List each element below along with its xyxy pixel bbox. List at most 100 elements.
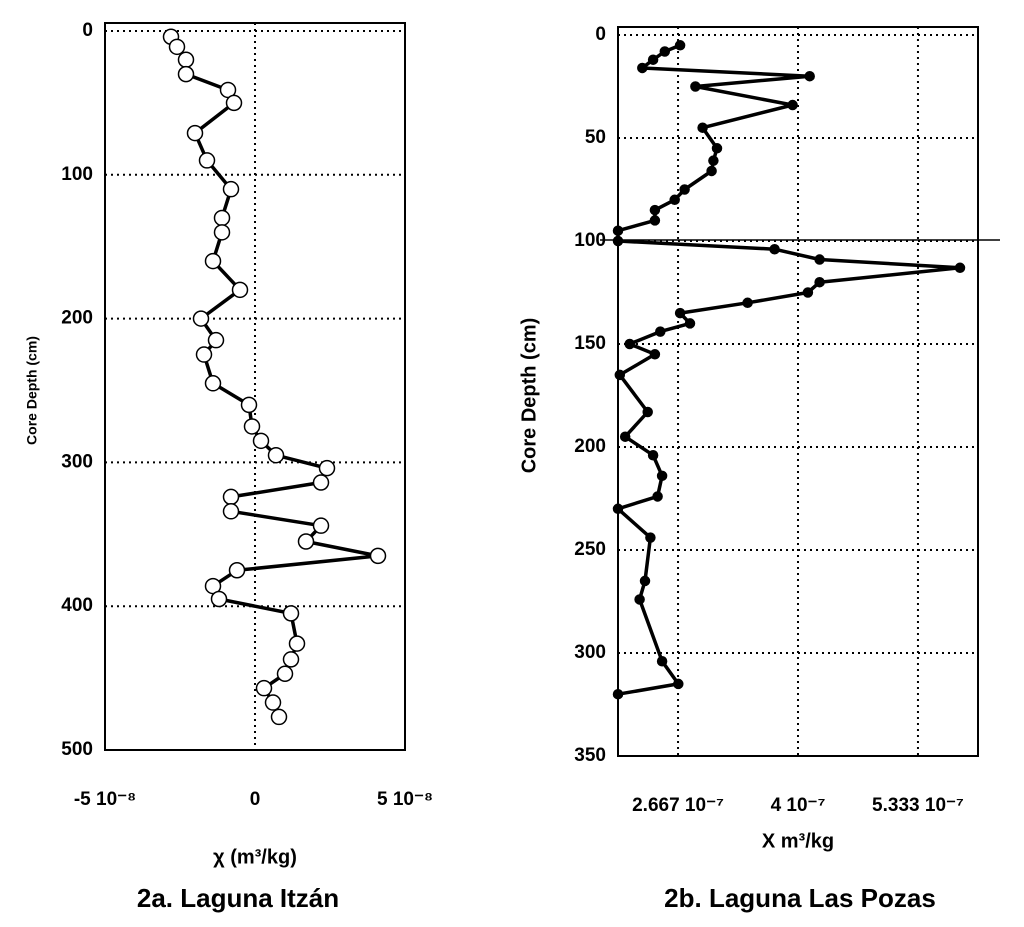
x-tick-label: 4 10⁻⁷ xyxy=(771,795,826,816)
data-point xyxy=(814,254,825,265)
data-point xyxy=(649,204,661,216)
data-point xyxy=(673,678,684,690)
data-point xyxy=(222,488,240,506)
chart-title: 2a. Laguna Itzán xyxy=(137,883,339,913)
data-point xyxy=(369,547,387,565)
data-point xyxy=(198,152,216,169)
data-point xyxy=(297,533,315,550)
data-point xyxy=(312,517,330,534)
data-point xyxy=(649,215,661,226)
data-point xyxy=(647,54,659,65)
y-tick-label: 200 xyxy=(574,436,606,457)
y-tick-label: 300 xyxy=(61,451,93,472)
y-tick-label: 0 xyxy=(595,24,606,45)
data-point xyxy=(614,369,626,381)
x-tick-label: 5 10⁻⁸ xyxy=(377,789,433,810)
data-point xyxy=(612,503,624,515)
data-point xyxy=(642,406,653,418)
data-point xyxy=(177,51,195,69)
data-point xyxy=(612,688,624,700)
data-point xyxy=(240,396,258,414)
data-point xyxy=(624,338,635,350)
data-point xyxy=(612,225,624,236)
y-tick-label: 100 xyxy=(574,230,606,251)
data-point xyxy=(814,276,825,288)
data-point xyxy=(264,694,282,711)
data-point xyxy=(679,184,690,195)
y-tick-label: 200 xyxy=(61,308,93,329)
y-tick-label: 0 xyxy=(82,20,93,41)
y-tick-label: 50 xyxy=(585,127,606,148)
data-point xyxy=(804,70,815,82)
data-point xyxy=(669,194,680,206)
data-point xyxy=(954,262,966,274)
x-tick-label: 2.667 10⁻⁷ xyxy=(632,795,724,816)
data-point xyxy=(228,562,246,579)
x-tick-label: 0 xyxy=(250,789,261,810)
data-line xyxy=(169,35,380,718)
data-point xyxy=(708,155,719,166)
y-tick-label: 150 xyxy=(574,333,606,354)
data-point xyxy=(267,446,285,464)
x-axis-label: χ (m³/kg) xyxy=(213,846,297,868)
data-point xyxy=(619,431,631,442)
data-point xyxy=(243,418,261,435)
data-point xyxy=(192,310,210,327)
data-point xyxy=(655,326,666,337)
data-point xyxy=(637,62,648,74)
data-point xyxy=(195,346,213,363)
x-axis-label: X m³/kg xyxy=(762,830,834,852)
data-point xyxy=(656,470,668,482)
data-point xyxy=(231,281,249,299)
data-line xyxy=(616,43,962,696)
y-tick-label: 400 xyxy=(61,595,93,616)
y-tick-label: 350 xyxy=(574,745,606,766)
data-point xyxy=(282,605,300,622)
data-point xyxy=(282,651,300,668)
data-point xyxy=(649,349,661,360)
data-point xyxy=(255,679,273,697)
data-point xyxy=(225,94,243,112)
data-point xyxy=(213,209,231,227)
y-tick-label: 300 xyxy=(574,642,606,663)
y-axis-label: Core Depth (cm) xyxy=(24,336,40,445)
data-point xyxy=(318,459,336,477)
data-point xyxy=(270,708,288,726)
data-point xyxy=(634,594,645,605)
data-point xyxy=(769,243,780,255)
data-point xyxy=(742,297,753,309)
y-tick-label: 250 xyxy=(574,539,606,560)
data-point xyxy=(186,124,204,142)
data-point xyxy=(288,635,306,652)
data-point xyxy=(252,432,270,450)
data-point xyxy=(802,287,814,298)
data-point xyxy=(222,180,240,198)
data-point xyxy=(652,491,663,502)
data-point xyxy=(204,375,222,392)
data-point xyxy=(674,40,686,51)
data-point xyxy=(674,307,686,319)
data-point xyxy=(659,46,671,57)
data-point xyxy=(684,318,696,329)
data-point xyxy=(222,503,240,520)
x-tick-label: 5.333 10⁻⁷ xyxy=(872,795,964,816)
data-point xyxy=(213,224,231,241)
y-tick-label: 100 xyxy=(61,164,93,185)
data-point xyxy=(168,38,186,56)
y-axis-label: Core Depth (cm) xyxy=(518,318,540,474)
data-point xyxy=(690,81,701,92)
data-point xyxy=(639,575,651,587)
data-point xyxy=(276,665,294,683)
chart-title: 2b. Laguna Las Pozas xyxy=(664,883,936,913)
data-point xyxy=(207,331,225,349)
y-tick-label: 500 xyxy=(61,739,93,760)
data-point xyxy=(711,143,723,154)
data-point xyxy=(612,235,624,247)
data-point xyxy=(204,252,222,270)
data-point xyxy=(645,532,656,543)
data-point xyxy=(697,122,708,133)
x-tick-label: -5 10⁻⁸ xyxy=(74,789,136,810)
data-point xyxy=(706,165,717,177)
data-point xyxy=(312,474,330,491)
